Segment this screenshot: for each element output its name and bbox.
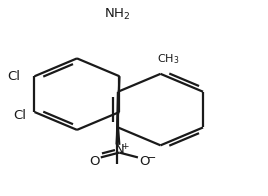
Text: Cl: Cl bbox=[7, 70, 20, 83]
Text: CH$_3$: CH$_3$ bbox=[157, 52, 180, 66]
Text: O: O bbox=[139, 155, 150, 168]
Text: N: N bbox=[114, 143, 124, 156]
Text: Cl: Cl bbox=[13, 109, 27, 122]
Text: −: − bbox=[147, 153, 156, 163]
Text: +: + bbox=[121, 142, 129, 151]
Text: O: O bbox=[89, 155, 99, 168]
Text: NH$_2$: NH$_2$ bbox=[103, 7, 130, 23]
